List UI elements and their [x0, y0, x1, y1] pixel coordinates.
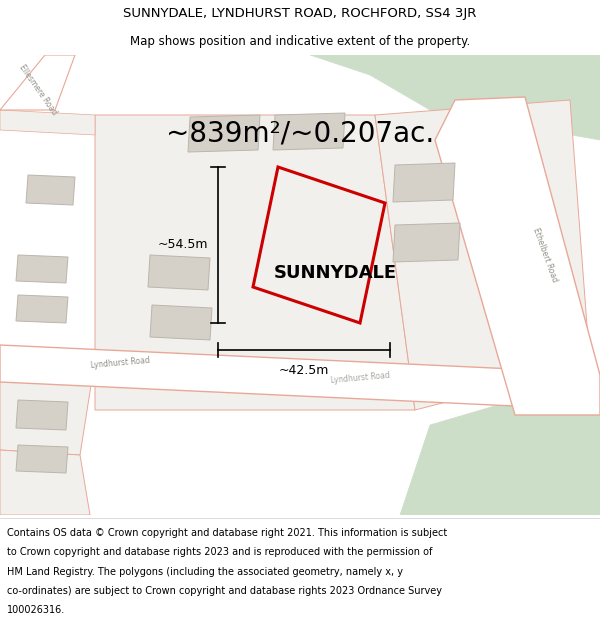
Text: HM Land Registry. The polygons (including the associated geometry, namely x, y: HM Land Registry. The polygons (includin… — [7, 567, 403, 577]
Text: Ethelbert Road: Ethelbert Road — [531, 227, 559, 283]
Polygon shape — [0, 450, 90, 515]
Text: Map shows position and indicative extent of the property.: Map shows position and indicative extent… — [130, 35, 470, 48]
Polygon shape — [16, 295, 68, 323]
Polygon shape — [150, 305, 212, 340]
Polygon shape — [0, 345, 600, 410]
Polygon shape — [393, 163, 455, 202]
Polygon shape — [0, 355, 95, 455]
Polygon shape — [26, 175, 75, 205]
Polygon shape — [148, 255, 210, 290]
Polygon shape — [310, 55, 600, 140]
Text: SUNNYDALE, LYNDHURST ROAD, ROCHFORD, SS4 3JR: SUNNYDALE, LYNDHURST ROAD, ROCHFORD, SS4… — [124, 8, 476, 20]
Text: SUNNYDALE: SUNNYDALE — [274, 264, 397, 282]
Polygon shape — [393, 223, 460, 262]
Polygon shape — [16, 255, 68, 283]
Text: 100026316.: 100026316. — [7, 605, 65, 615]
Polygon shape — [435, 97, 600, 415]
Text: Lyndhurst Road: Lyndhurst Road — [90, 356, 150, 370]
Polygon shape — [400, 375, 600, 515]
Polygon shape — [375, 100, 590, 410]
Text: ~42.5m: ~42.5m — [279, 364, 329, 377]
Polygon shape — [0, 110, 95, 135]
Text: co-ordinates) are subject to Crown copyright and database rights 2023 Ordnance S: co-ordinates) are subject to Crown copyr… — [7, 586, 442, 596]
Text: Contains OS data © Crown copyright and database right 2021. This information is : Contains OS data © Crown copyright and d… — [7, 528, 448, 538]
Polygon shape — [95, 115, 415, 410]
Text: to Crown copyright and database rights 2023 and is reproduced with the permissio: to Crown copyright and database rights 2… — [7, 548, 433, 558]
Text: Lyndhurst Road: Lyndhurst Road — [330, 371, 390, 385]
Polygon shape — [188, 115, 260, 152]
Polygon shape — [16, 400, 68, 430]
Text: Ellesmere Road: Ellesmere Road — [17, 63, 59, 117]
Text: ~54.5m: ~54.5m — [157, 239, 208, 251]
Polygon shape — [16, 445, 68, 473]
Polygon shape — [273, 113, 345, 150]
Polygon shape — [0, 55, 75, 110]
Text: ~839m²/~0.207ac.: ~839m²/~0.207ac. — [166, 119, 434, 147]
